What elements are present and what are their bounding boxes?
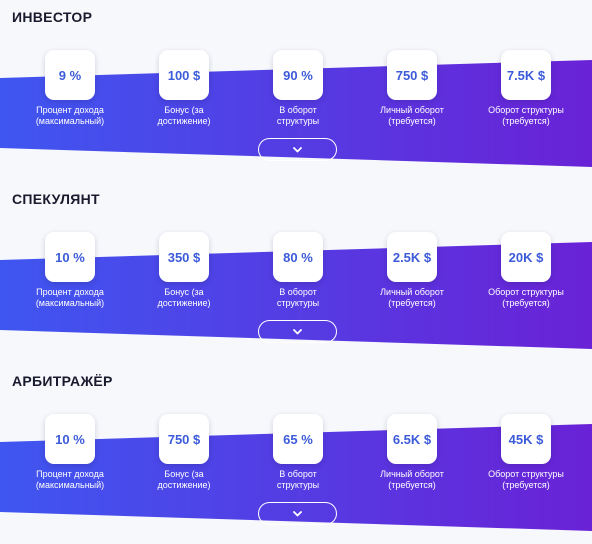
- stat-item: 350 $ Бонус (за достижение): [129, 232, 239, 309]
- stat-label: В оборот структуры: [276, 469, 320, 490]
- stat-label: Оборот структуры (требуется): [488, 469, 564, 490]
- stat-value-card: 7.5K $: [501, 50, 551, 100]
- stat-label: Личный оборот (требуется): [380, 287, 444, 308]
- stat-item: 20K $ Оборот структуры (требуется): [471, 232, 581, 309]
- tariff-section: СПЕКУЛЯНТ 10 % Процент дохода (максимальны…: [0, 187, 592, 362]
- stat-item: 750 $ Личный оборот (требуется): [357, 50, 467, 127]
- stat-item: 10 % Процент дохода (максимальный): [15, 232, 125, 309]
- stat-item: 80 % В оборот структуры: [243, 232, 353, 309]
- stat-value-card: 750 $: [159, 414, 209, 464]
- expand-button[interactable]: [258, 320, 337, 343]
- stat-value-card: 750 $: [387, 50, 437, 100]
- stat-label: Бонус (за достижение): [157, 105, 211, 126]
- chevron-down-icon: [293, 146, 302, 152]
- stat-label: Бонус (за достижение): [157, 469, 211, 490]
- tariff-section: АРБИТРАЖЁР 10 % Процент дохода (максимальн…: [0, 369, 592, 544]
- stat-value-card: 6.5K $: [387, 414, 437, 464]
- stat-item: 6.5K $ Личный оборот (требуется): [357, 414, 467, 491]
- stat-value-card: 10 %: [45, 414, 95, 464]
- stat-label: В оборот структуры: [276, 105, 320, 126]
- stat-item: 90 % В оборот структуры: [243, 50, 353, 127]
- tariff-title: АРБИТРАЖЁР: [12, 373, 113, 389]
- chevron-down-icon: [293, 510, 302, 516]
- stat-label: Личный оборот (требуется): [380, 105, 444, 126]
- tariff-title: ИНВЕСТОР: [12, 9, 93, 25]
- stat-item: 65 % В оборот структуры: [243, 414, 353, 491]
- stat-item: 2.5K $ Личный оборот (требуется): [357, 232, 467, 309]
- stat-value-card: 9 %: [45, 50, 95, 100]
- stat-item: 750 $ Бонус (за достижение): [129, 414, 239, 491]
- stat-label: Личный оборот (требуется): [380, 469, 444, 490]
- stat-value-card: 10 %: [45, 232, 95, 282]
- stat-label: Процент дохода (максимальный): [35, 469, 105, 490]
- stat-value-card: 90 %: [273, 50, 323, 100]
- stat-item: 100 $ Бонус (за достижение): [129, 50, 239, 127]
- stat-label: Процент дохода (максимальный): [35, 105, 105, 126]
- stat-label: Бонус (за достижение): [157, 287, 211, 308]
- stat-value-card: 20K $: [501, 232, 551, 282]
- stat-value-card: 350 $: [159, 232, 209, 282]
- stat-label: Оборот структуры (требуется): [488, 105, 564, 126]
- stat-value-card: 45K $: [501, 414, 551, 464]
- tariff-title: СПЕКУЛЯНТ: [12, 191, 100, 207]
- stat-value-card: 65 %: [273, 414, 323, 464]
- stat-item: 45K $ Оборот структуры (требуется): [471, 414, 581, 491]
- stat-value-card: 80 %: [273, 232, 323, 282]
- stat-item: 10 % Процент дохода (максимальный): [15, 414, 125, 491]
- stat-label: Процент дохода (максимальный): [35, 287, 105, 308]
- stat-item: 9 % Процент дохода (максимальный): [15, 50, 125, 127]
- stat-value-card: 2.5K $: [387, 232, 437, 282]
- chevron-down-icon: [293, 328, 302, 334]
- stat-label: Оборот структуры (требуется): [488, 287, 564, 308]
- stat-item: 7.5K $ Оборот структуры (требуется): [471, 50, 581, 127]
- stat-value-card: 100 $: [159, 50, 209, 100]
- stat-label: В оборот структуры: [276, 287, 320, 308]
- tariff-section: ИНВЕСТОР 9 % Процент дохода (максимальный)…: [0, 5, 592, 180]
- expand-button[interactable]: [258, 138, 337, 161]
- expand-button[interactable]: [258, 502, 337, 525]
